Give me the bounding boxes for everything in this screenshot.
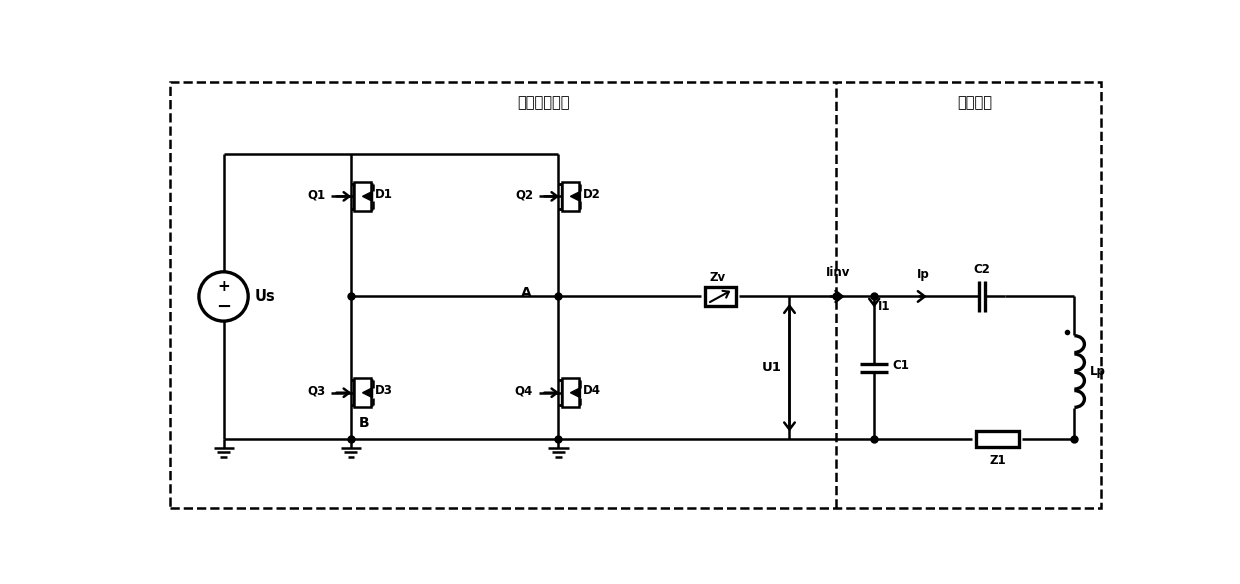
Bar (563, 182, 579, 211)
Text: Iinv: Iinv (826, 266, 851, 279)
Text: Us: Us (254, 289, 275, 304)
Text: 原边线圈: 原边线圈 (957, 95, 992, 110)
Text: Zv: Zv (709, 271, 725, 284)
Text: Q2: Q2 (515, 188, 533, 201)
Text: 地面控制电路: 地面控制电路 (517, 95, 569, 110)
Text: D3: D3 (374, 384, 393, 397)
Text: +: + (217, 279, 229, 294)
Text: Q1: Q1 (308, 188, 325, 201)
Text: B: B (358, 416, 370, 430)
Text: Q4: Q4 (515, 385, 533, 398)
Polygon shape (362, 192, 372, 201)
Polygon shape (570, 388, 580, 398)
Bar (976, 431, 1018, 447)
Text: Q3: Q3 (308, 385, 325, 398)
Bar (563, 378, 579, 408)
Bar (704, 287, 735, 306)
Bar (355, 182, 372, 211)
Text: Z1: Z1 (990, 454, 1006, 467)
Text: −: − (216, 298, 231, 317)
Text: Lp: Lp (1090, 365, 1106, 378)
Text: U1: U1 (761, 361, 781, 374)
Text: Ip: Ip (918, 268, 930, 281)
Polygon shape (570, 192, 580, 201)
Text: I1: I1 (878, 300, 890, 313)
Text: D1: D1 (374, 187, 393, 200)
Text: A: A (521, 286, 532, 300)
Text: C2: C2 (973, 263, 991, 276)
Text: C1: C1 (892, 359, 909, 372)
Polygon shape (362, 388, 372, 398)
Text: D2: D2 (583, 187, 600, 200)
Text: D4: D4 (583, 384, 600, 397)
Bar (355, 378, 372, 408)
